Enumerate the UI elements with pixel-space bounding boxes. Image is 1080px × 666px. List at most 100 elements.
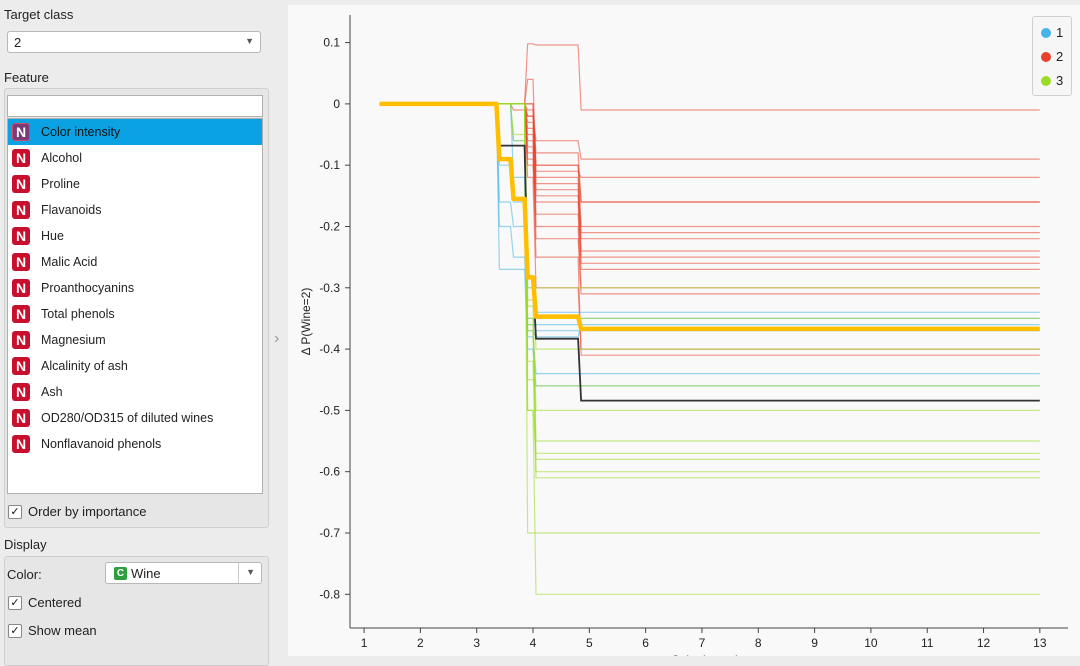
x-tick-label: 6 <box>642 636 649 650</box>
feature-list-item[interactable]: N Total phenols <box>8 301 262 327</box>
feature-list-item[interactable]: N Proline <box>8 171 262 197</box>
numeric-variable-icon: N <box>12 201 30 219</box>
collapse-panel-chevron-icon[interactable]: › <box>274 330 280 347</box>
numeric-variable-icon: N <box>12 227 30 245</box>
control-panel: Target class 2 ▼ Feature N Color intensit… <box>0 0 272 666</box>
target-class-dropdown[interactable]: 2 ▼ <box>7 31 261 53</box>
y-axis-label: Δ P(Wine=2) <box>299 288 313 356</box>
feature-label: Ash <box>41 385 63 399</box>
ice-line-class-3 <box>379 103 1040 319</box>
highlighted-instance-line <box>379 103 1040 402</box>
ice-line-class-2 <box>379 43 1040 111</box>
ice-line-class-3 <box>379 103 1040 460</box>
legend-item-1: 1 <box>1041 25 1063 40</box>
x-tick-label: 11 <box>921 636 934 650</box>
categorical-variable-icon: C <box>114 567 127 580</box>
ice-line-class-3 <box>379 103 1040 479</box>
x-tick-label: 10 <box>864 636 878 650</box>
dropdown-divider <box>238 563 239 583</box>
ice-chart: 0.10-0.1-0.2-0.3-0.4-0.5-0.6-0.7-0.81 2 3 4… <box>299 15 1068 666</box>
order-by-importance-label: Order by importance <box>28 504 147 519</box>
x-tick-label: 7 <box>699 636 706 650</box>
feature-label: Proline <box>41 177 80 191</box>
feature-list-item[interactable]: N Ash <box>8 379 262 405</box>
plot-area[interactable]: 0.1 0 -0.1 -0.2 -0.3 -0.4 -0.5 -0.6 -0.7 -0.8 1 2 3 4… <box>288 5 1080 666</box>
feature-list-item[interactable]: N Alcohol <box>8 145 262 171</box>
feature-list-item[interactable]: N Flavanoids <box>8 197 262 223</box>
feature-list-item[interactable]: N Color intensity <box>8 119 262 145</box>
x-tick-label: 2 <box>417 636 424 650</box>
x-tick-label: 1 <box>361 636 368 650</box>
ice-line-class-3 <box>379 103 1040 442</box>
ice-line-class-2 <box>379 103 1040 356</box>
x-tick-label: 12 <box>977 636 991 650</box>
feature-list-item[interactable]: N Proanthocyanins <box>8 275 262 301</box>
y-tick-label: -0.7 <box>319 526 340 540</box>
ice-line-class-2 <box>379 103 1040 258</box>
ice-line-class-1 <box>379 103 1040 326</box>
feature-filter-input[interactable] <box>7 95 263 117</box>
ice-line-class-2 <box>379 103 1040 203</box>
numeric-variable-icon: N <box>12 383 30 401</box>
numeric-variable-icon: N <box>12 435 30 453</box>
ice-line-class-1 <box>379 103 1040 387</box>
feature-label: Nonflavanoid phenols <box>41 437 162 451</box>
feature-label: Malic Acid <box>41 255 98 269</box>
y-tick-label: -0.3 <box>319 281 340 295</box>
feature-label: Magnesium <box>41 333 106 347</box>
feature-list-item[interactable]: N Nonflavanoid phenols <box>8 431 262 457</box>
legend-dot-icon <box>1041 27 1051 38</box>
feature-list-item[interactable]: N Magnesium <box>8 327 262 353</box>
numeric-variable-icon: N <box>12 123 30 141</box>
x-tick-label: 4 <box>530 636 537 650</box>
feature-label: Flavanoids <box>41 203 102 217</box>
chevron-down-icon: ▼ <box>246 567 255 577</box>
chevron-down-icon: ▼ <box>245 36 254 46</box>
feature-label: Feature <box>4 70 49 85</box>
feature-list-item[interactable]: N Hue <box>8 223 262 249</box>
numeric-variable-icon: N <box>12 357 30 375</box>
feature-label: Total phenols <box>41 307 115 321</box>
centered-checkbox[interactable]: ✓ Centered <box>8 595 81 610</box>
numeric-variable-icon: N <box>12 331 30 349</box>
ice-line-class-2 <box>379 103 1040 289</box>
feature-list-item[interactable]: N Alcalinity of ash <box>8 353 262 379</box>
display-label: Display <box>4 537 47 552</box>
ice-line-class-2 <box>379 103 1040 264</box>
color-value: Wine <box>131 566 161 581</box>
feature-label: Alcalinity of ash <box>41 359 128 373</box>
ice-line-class-3 <box>379 103 1040 387</box>
ice-line-class-1 <box>379 103 1040 313</box>
feature-label: Hue <box>41 229 64 243</box>
feature-list-item[interactable]: N Malic Acid <box>8 249 262 275</box>
feature-list[interactable]: N Color intensity N Alcohol N Proline N Flavano… <box>7 118 263 494</box>
ice-line-class-2 <box>379 103 1040 240</box>
centered-label: Centered <box>28 595 82 610</box>
ice-line-class-2 <box>379 103 1040 160</box>
ice-line-class-3 <box>379 103 1040 289</box>
order-by-importance-checkbox[interactable]: ✓ Order by importance <box>8 504 147 519</box>
checkmark-icon: ✓ <box>8 595 22 610</box>
feature-label: Alcohol <box>41 151 82 165</box>
legend-label: 3 <box>1056 73 1064 88</box>
mean-line <box>379 101 1040 332</box>
y-tick-label: 0 <box>333 97 340 111</box>
legend: 1 2 3 <box>1032 16 1072 96</box>
color-dropdown[interactable]: C Wine ▼ <box>105 562 262 584</box>
numeric-variable-icon: N <box>12 253 30 271</box>
color-label: Color: <box>7 567 42 582</box>
target-class-value: 2 <box>14 35 22 50</box>
feature-label: OD280/OD315 of diluted wines <box>41 411 214 425</box>
legend-label: 1 <box>1056 25 1064 40</box>
show-mean-checkbox[interactable]: ✓ Show mean <box>8 623 97 638</box>
legend-dot-icon <box>1041 75 1051 86</box>
target-class-label: Target class <box>4 7 74 22</box>
ice-line-class-2 <box>379 103 1040 295</box>
show-mean-label: Show mean <box>28 623 97 638</box>
ice-line-class-2 <box>379 103 1040 270</box>
numeric-variable-icon: N <box>12 279 30 297</box>
feature-label: Color intensity <box>41 125 121 139</box>
numeric-variable-icon: N <box>12 175 30 193</box>
feature-list-item[interactable]: N OD280/OD315 of diluted wines <box>8 405 262 431</box>
x-tick-label: 3 <box>473 636 480 650</box>
